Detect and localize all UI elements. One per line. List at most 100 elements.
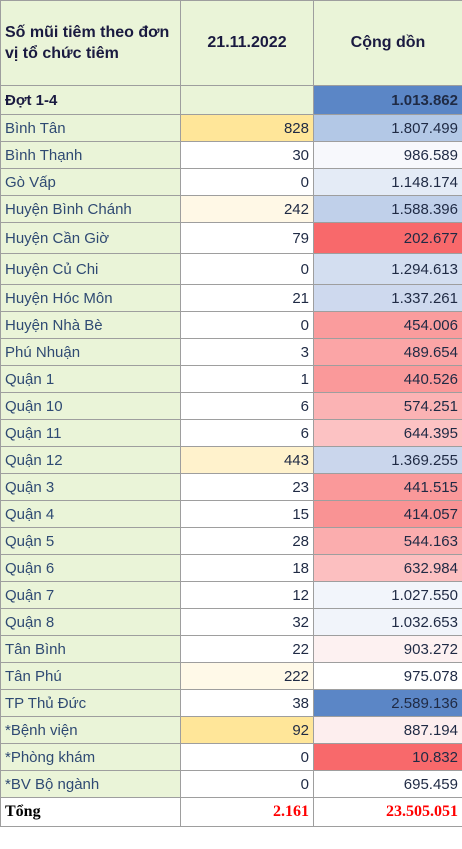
day-count: 32 <box>180 608 314 636</box>
unit-name: TP Thủ Đức <box>0 689 181 717</box>
header-date: 21.11.2022 <box>180 0 314 86</box>
cumulative-count: 986.589 <box>313 141 462 169</box>
cumulative-count: 632.984 <box>313 554 462 582</box>
day-count: 22 <box>180 635 314 663</box>
table-row: TP Thủ Đức 38 2.589.136 <box>0 689 462 717</box>
total-cumulative: 23.505.051 <box>313 797 462 827</box>
day-count: 0 <box>180 168 314 196</box>
group-total-cell: 1.013.862 <box>313 85 462 115</box>
table-row: Huyện Bình Chánh 242 1.588.396 <box>0 195 462 223</box>
unit-name: Tân Bình <box>0 635 181 663</box>
unit-name: Huyện Cần Giờ <box>0 222 181 254</box>
day-count: 0 <box>180 770 314 798</box>
day-count: 12 <box>180 581 314 609</box>
unit-name: Quận 5 <box>0 527 181 555</box>
table-row: Quận 10 6 574.251 <box>0 392 462 420</box>
table-row: Quận 6 18 632.984 <box>0 554 462 582</box>
cumulative-count: 1.369.255 <box>313 446 462 474</box>
table-row: Tân Bình 22 903.272 <box>0 635 462 663</box>
table-row: Huyện Hóc Môn 21 1.337.261 <box>0 284 462 312</box>
day-count: 0 <box>180 253 314 285</box>
day-count: 3 <box>180 338 314 366</box>
unit-name: *Bệnh viện <box>0 716 181 744</box>
unit-name: Gò Vấp <box>0 168 181 196</box>
cumulative-count: 1.148.174 <box>313 168 462 196</box>
day-count: 92 <box>180 716 314 744</box>
day-count: 79 <box>180 222 314 254</box>
unit-name: Quận 6 <box>0 554 181 582</box>
unit-name: Bình Tân <box>0 114 181 142</box>
day-count: 21 <box>180 284 314 312</box>
day-count: 0 <box>180 311 314 339</box>
table-row: Quận 5 28 544.163 <box>0 527 462 555</box>
cumulative-count: 1.027.550 <box>313 581 462 609</box>
day-count: 30 <box>180 141 314 169</box>
cumulative-count: 1.294.613 <box>313 253 462 285</box>
cumulative-count: 1.337.261 <box>313 284 462 312</box>
vaccination-table: Số mũi tiêm theo đơn vị tổ chức tiêm 21.… <box>0 0 462 827</box>
unit-name: *BV Bộ ngành <box>0 770 181 798</box>
cumulative-count: 887.194 <box>313 716 462 744</box>
unit-name: Quận 7 <box>0 581 181 609</box>
unit-name: Huyện Bình Chánh <box>0 195 181 223</box>
day-count: 1 <box>180 365 314 393</box>
total-day: 2.161 <box>180 797 314 827</box>
day-count: 6 <box>180 419 314 447</box>
table-row: Huyện Củ Chi 0 1.294.613 <box>0 253 462 285</box>
cumulative-count: 414.057 <box>313 500 462 528</box>
unit-name: Quận 4 <box>0 500 181 528</box>
cumulative-count: 695.459 <box>313 770 462 798</box>
total-label: Tổng <box>0 797 181 827</box>
day-count: 443 <box>180 446 314 474</box>
day-count: 18 <box>180 554 314 582</box>
table-row: Quận 7 12 1.027.550 <box>0 581 462 609</box>
table-row: Quận 11 6 644.395 <box>0 419 462 447</box>
table-row: Quận 1 1 440.526 <box>0 365 462 393</box>
table-row: Quận 4 15 414.057 <box>0 500 462 528</box>
cumulative-count: 489.654 <box>313 338 462 366</box>
table-row: *Bệnh viện 92 887.194 <box>0 716 462 744</box>
table-row: Bình Thạnh 30 986.589 <box>0 141 462 169</box>
unit-name: Quận 10 <box>0 392 181 420</box>
cumulative-count: 440.526 <box>313 365 462 393</box>
table-row: Quận 8 32 1.032.653 <box>0 608 462 636</box>
table-row: Tân Phú 222 975.078 <box>0 662 462 690</box>
day-count: 242 <box>180 195 314 223</box>
cumulative-count: 202.677 <box>313 222 462 254</box>
unit-name: Tân Phú <box>0 662 181 690</box>
header-unit: Số mũi tiêm theo đơn vị tổ chức tiêm <box>0 0 181 86</box>
table-row: Huyện Nhà Bè 0 454.006 <box>0 311 462 339</box>
header-row: Số mũi tiêm theo đơn vị tổ chức tiêm 21.… <box>0 0 462 86</box>
day-count: 828 <box>180 114 314 142</box>
table-row: *Phòng khám 0 10.832 <box>0 743 462 771</box>
cumulative-count: 975.078 <box>313 662 462 690</box>
table-row: Quận 3 23 441.515 <box>0 473 462 501</box>
cumulative-count: 454.006 <box>313 311 462 339</box>
total-row: Tổng 2.161 23.505.051 <box>0 797 462 827</box>
unit-name: Huyện Củ Chi <box>0 253 181 285</box>
unit-name: Phú Nhuận <box>0 338 181 366</box>
group-label: Đợt 1-4 <box>0 85 181 115</box>
unit-name: *Phòng khám <box>0 743 181 771</box>
table-row: *BV Bộ ngành 0 695.459 <box>0 770 462 798</box>
unit-name: Quận 3 <box>0 473 181 501</box>
table-row: Phú Nhuận 3 489.654 <box>0 338 462 366</box>
header-cumulative: Cộng dồn <box>313 0 462 86</box>
table-row: Quận 12 443 1.369.255 <box>0 446 462 474</box>
unit-name: Quận 11 <box>0 419 181 447</box>
cumulative-count: 10.832 <box>313 743 462 771</box>
cumulative-count: 2.589.136 <box>313 689 462 717</box>
cumulative-count: 1.807.499 <box>313 114 462 142</box>
unit-name: Huyện Nhà Bè <box>0 311 181 339</box>
group-day-cell <box>180 85 314 115</box>
day-count: 28 <box>180 527 314 555</box>
table-row: Bình Tân 828 1.807.499 <box>0 114 462 142</box>
cumulative-count: 574.251 <box>313 392 462 420</box>
day-count: 23 <box>180 473 314 501</box>
cumulative-count: 1.588.396 <box>313 195 462 223</box>
unit-name: Bình Thạnh <box>0 141 181 169</box>
day-count: 0 <box>180 743 314 771</box>
group-row: Đợt 1-4 1.013.862 <box>0 85 462 115</box>
table-row: Gò Vấp 0 1.148.174 <box>0 168 462 196</box>
table-row: Huyện Cần Giờ 79 202.677 <box>0 222 462 254</box>
